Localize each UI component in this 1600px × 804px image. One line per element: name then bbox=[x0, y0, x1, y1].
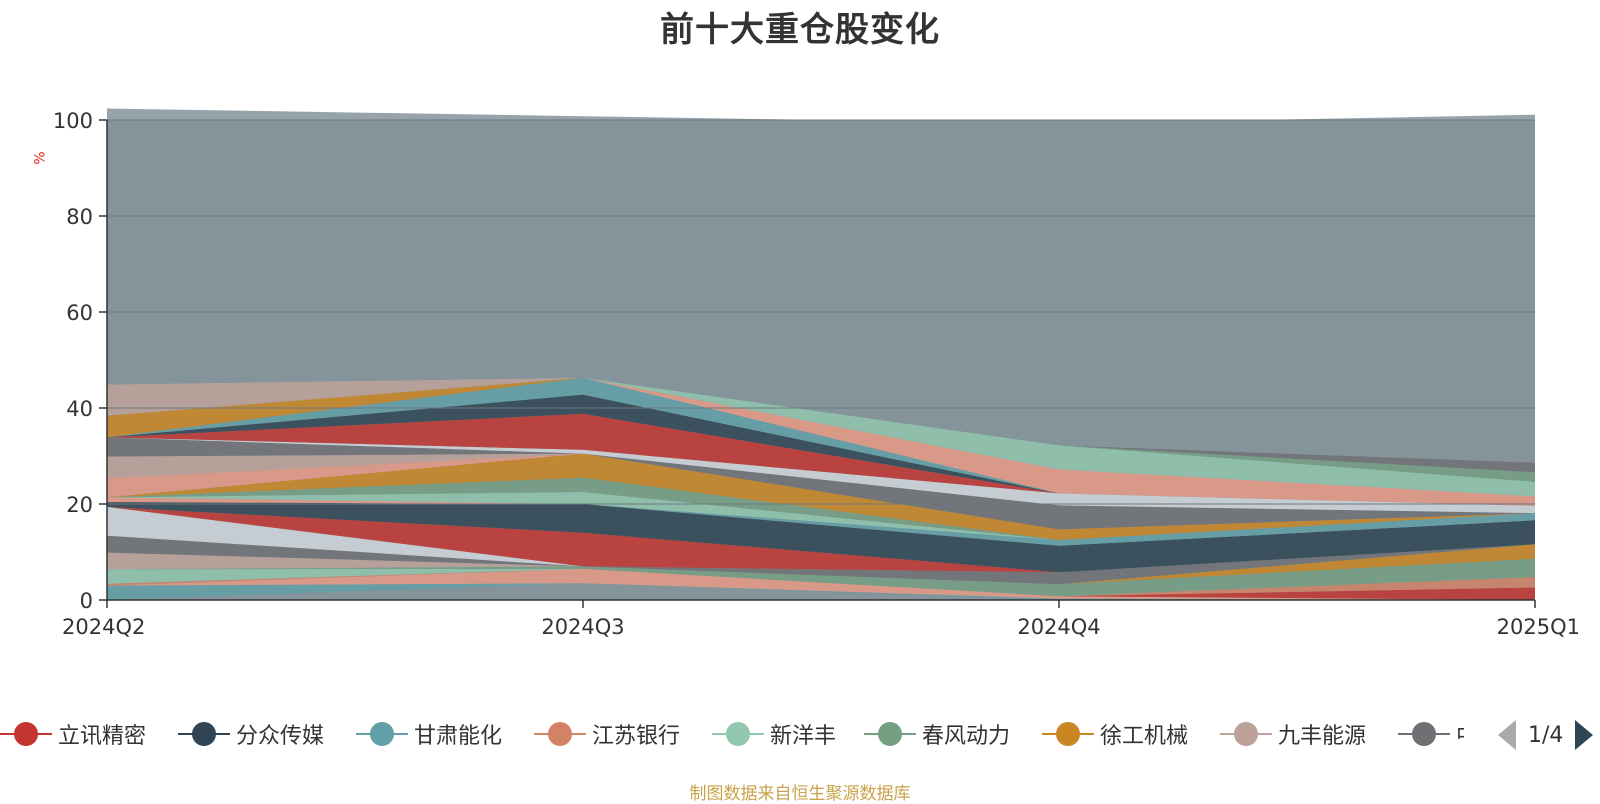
area-series-25[interactable] bbox=[107, 377, 1535, 506]
y-tick-label: 0 bbox=[80, 589, 93, 613]
area-series-23[interactable] bbox=[107, 413, 1535, 506]
legend-item[interactable]: 江苏银行 bbox=[534, 708, 680, 760]
legend-item[interactable]: 九丰能源 bbox=[1220, 708, 1366, 760]
legend-marker-icon bbox=[356, 722, 408, 746]
x-tick-label: 2024Q4 bbox=[1017, 615, 1100, 639]
area-series-24[interactable] bbox=[107, 394, 1535, 506]
legend-prev-icon[interactable] bbox=[1498, 720, 1516, 750]
area-series-31[interactable] bbox=[107, 377, 1535, 473]
legend-label: 立讯精密 bbox=[58, 724, 147, 749]
legend-label: 江苏银行 bbox=[592, 724, 681, 749]
legend-item[interactable]: 立讯精密 bbox=[0, 708, 146, 760]
area-series-14[interactable] bbox=[107, 497, 1535, 540]
area-series-20[interactable] bbox=[107, 453, 1535, 518]
area-series-21[interactable] bbox=[107, 437, 1535, 518]
legend-label: 分众传媒 bbox=[236, 724, 325, 749]
legend-marker-icon bbox=[712, 722, 764, 746]
legend-item[interactable]: 分众传媒 bbox=[178, 708, 324, 760]
area-series-2[interactable] bbox=[107, 568, 1535, 600]
area-series-16[interactable] bbox=[107, 477, 1535, 540]
area-series-22[interactable] bbox=[107, 437, 1535, 514]
legend-item[interactable]: 中 bbox=[1398, 708, 1464, 760]
area-series-19[interactable] bbox=[107, 453, 1535, 530]
area-series-6[interactable] bbox=[107, 558, 1535, 597]
legend-label: 春风动力 bbox=[922, 724, 1011, 749]
legend-marker-icon bbox=[178, 722, 230, 746]
area-series-12[interactable] bbox=[107, 502, 1535, 573]
legend-item[interactable]: 徐工机械 bbox=[1042, 708, 1188, 760]
legend-label: 九丰能源 bbox=[1278, 724, 1367, 749]
x-tick-label: 2024Q2 bbox=[62, 615, 145, 639]
x-tick-label: 2024Q3 bbox=[541, 615, 624, 639]
legend-label: 徐工机械 bbox=[1100, 724, 1189, 749]
legend-marker-icon bbox=[1042, 722, 1094, 746]
chart-title: 前十大重仓股变化 bbox=[660, 10, 940, 50]
area-series-26[interactable] bbox=[107, 377, 1535, 506]
area-series-1[interactable] bbox=[107, 583, 1535, 600]
y-tick-label: 40 bbox=[66, 397, 93, 421]
legend-label: 新洋丰 bbox=[770, 724, 837, 749]
y-tick-label: 100 bbox=[53, 109, 93, 133]
legend-marker-icon bbox=[1220, 722, 1272, 746]
legend-item[interactable]: 新洋丰 bbox=[712, 708, 836, 760]
legend-label: 中 bbox=[1456, 718, 1464, 750]
area-series-27[interactable] bbox=[107, 377, 1535, 497]
legend-marker-icon bbox=[864, 722, 916, 746]
area-series-0[interactable] bbox=[107, 583, 1535, 600]
legend-next-icon[interactable] bbox=[1575, 720, 1594, 750]
y-tick-label: 60 bbox=[66, 301, 93, 325]
area-series-9[interactable] bbox=[107, 535, 1535, 585]
data-source-note: 制图数据来自恒生聚源数据库 bbox=[689, 784, 911, 804]
area-series-3[interactable] bbox=[107, 568, 1535, 600]
area-series-30[interactable] bbox=[107, 377, 1535, 473]
area-series-5[interactable] bbox=[107, 568, 1535, 597]
legend: 立讯精密 分众传媒 甘肃能化 江苏银行 新洋丰 春风动力 徐工机械 九丰能源 中 bbox=[0, 708, 1600, 760]
chart-plot: 0 20 40 60 80 100 2024Q2 2024Q3 2024Q4 2025Q1 bbox=[53, 108, 1580, 639]
area-series-11[interactable] bbox=[107, 506, 1535, 573]
area-layers bbox=[107, 108, 1535, 600]
legend-item[interactable]: 春风动力 bbox=[864, 708, 1010, 760]
legend-items: 立讯精密 分众传媒 甘肃能化 江苏银行 新洋丰 春风动力 徐工机械 九丰能源 中 bbox=[0, 708, 1464, 760]
grid-lines bbox=[107, 119, 1535, 505]
legend-marker-icon bbox=[1398, 722, 1450, 746]
y-tick-label: 20 bbox=[66, 493, 93, 517]
legend-label: 甘肃能化 bbox=[414, 724, 503, 749]
area-series-13[interactable] bbox=[107, 502, 1535, 546]
legend-pager: 1/4 bbox=[1498, 720, 1594, 750]
legend-page-indicator: 1/4 bbox=[1528, 722, 1564, 748]
axes: 0 20 40 60 80 100 2024Q2 2024Q3 2024Q4 2025Q1 bbox=[53, 109, 1580, 639]
area-series-10[interactable] bbox=[107, 506, 1535, 573]
area-series-32[interactable] bbox=[107, 108, 1535, 463]
x-tick-label: 2025Q1 bbox=[1497, 615, 1580, 639]
area-series-8[interactable] bbox=[107, 544, 1535, 585]
area-series-17[interactable] bbox=[107, 453, 1535, 540]
legend-marker-icon bbox=[0, 722, 52, 746]
legend-marker-icon bbox=[534, 722, 586, 746]
y-tick-label: 80 bbox=[66, 205, 93, 229]
legend-item[interactable]: 甘肃能化 bbox=[356, 708, 502, 760]
